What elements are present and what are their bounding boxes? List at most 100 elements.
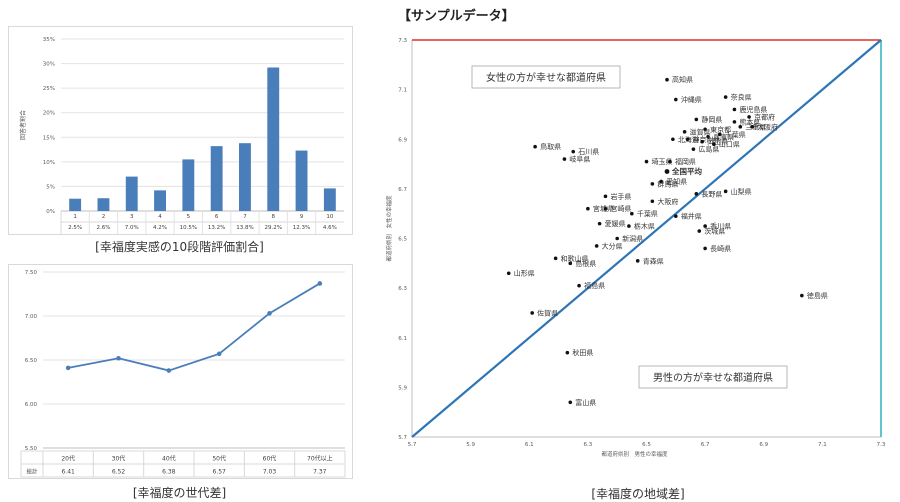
x-tick-label: 6.5 — [642, 442, 651, 448]
y-axis-label: 都道府県別 女性の幸福度 — [385, 195, 393, 262]
data-point — [706, 134, 710, 139]
point-label: 奈良県 — [731, 93, 752, 102]
x-axis-label: 都道府県別 男性の幸福度 — [601, 450, 668, 458]
data-label: 6.41 — [61, 469, 75, 476]
point-label: 兵庫県 — [713, 132, 734, 141]
rating-distribution-chart: 0% 5% 10% 15% 20% 25% 30% 35% 回答者割合 1 2.5% 2 2.6% 3 7.… — [19, 37, 344, 234]
data-point — [166, 368, 172, 373]
point-label: 神奈川県 — [693, 135, 721, 144]
point-label: 和歌山県 — [561, 254, 589, 263]
x-tick-label: 20代 — [61, 455, 75, 463]
data-label: 29.2% — [265, 225, 282, 231]
data-point — [691, 147, 696, 151]
data-point — [697, 229, 702, 233]
y-tick-label: 25% — [43, 86, 55, 92]
bar — [210, 146, 223, 211]
data-point — [694, 192, 699, 196]
x-tick-label: 4 — [158, 214, 162, 220]
data-point — [644, 159, 649, 164]
x-tick-label: 3 — [130, 214, 134, 220]
bar — [239, 143, 251, 211]
bar — [295, 150, 308, 211]
region-scatter-chart: 5.75.7 5.9 5.9 6.1 6.1 6.3 6.3 6.5 6.5 6.7 6.7 6.9 6… — [385, 38, 886, 458]
x-tick-label: 70代以上 — [307, 455, 333, 463]
y-tick-label: 6.50 — [25, 358, 38, 364]
annotation-men-happier: 男性の方が幸せな都道府県 — [653, 371, 773, 384]
data-point — [659, 179, 663, 184]
point-label: 栃木県 — [634, 222, 655, 231]
point-label: 愛知県 — [666, 177, 687, 186]
data-label: 4.6% — [323, 225, 337, 231]
bar — [69, 198, 82, 211]
point-label: 茨城県 — [704, 227, 725, 236]
data-point — [594, 244, 599, 248]
data-point — [577, 283, 581, 288]
data-point — [685, 137, 690, 142]
point-label: 大阪府 — [757, 122, 778, 131]
y-tick-label: 6.1 — [398, 336, 407, 342]
point-label: 香川県 — [710, 222, 731, 231]
data-point — [723, 189, 728, 194]
series-name-label: 総計 — [26, 468, 38, 476]
data-point — [732, 120, 737, 124]
point-label: 滋賀県 — [690, 127, 711, 136]
y-tick-label: 30% — [43, 62, 55, 68]
rating-distribution-panel: 0% 5% 10% 15% 20% 25% 30% 35% 回答者割合 1 2.5% 2 2.6% 3 7.… — [8, 26, 353, 235]
region-panel: 5.7 5.7 5.9 5.9 6.1 6.1 6.3 6.3 6.5 6.5 6.7 6.7 6.9 6… — [383, 26, 893, 458]
data-point — [712, 142, 716, 147]
data-point — [530, 311, 534, 315]
bar — [182, 159, 195, 211]
point-label: 徳島県 — [807, 291, 828, 300]
data-point — [717, 132, 722, 137]
data-point — [664, 169, 670, 174]
data-point — [703, 127, 707, 132]
y-axis-label: 回答者割合 — [19, 110, 27, 140]
point-label: 佐賀県 — [537, 308, 558, 317]
data-label: 13.8% — [236, 225, 253, 231]
point-label: 石川県 — [578, 148, 599, 156]
data-point — [723, 95, 728, 99]
x-tick-label: 40代 — [162, 455, 176, 463]
data-point — [627, 224, 631, 228]
data-point — [65, 365, 71, 371]
data-point — [665, 77, 669, 82]
data-point — [116, 355, 121, 361]
data-point — [635, 259, 640, 263]
point-label: 三重県 — [745, 123, 766, 131]
point-label: 福岡県 — [675, 157, 696, 166]
data-point — [216, 351, 222, 357]
point-label: 山口県 — [719, 140, 740, 149]
point-label: 静岡県 — [701, 115, 722, 124]
series-line — [67, 282, 321, 372]
y-tick-label: 6.9 — [398, 137, 407, 143]
y-tick-label: 20% — [43, 111, 55, 117]
annotation-women-happier: 女性の方が幸せな都道府県 — [486, 71, 606, 84]
point-label: 全国平均 — [671, 166, 702, 176]
data-point — [732, 107, 737, 112]
x-tick-label: 6.7 — [701, 442, 710, 448]
point-label: 岡山県 — [707, 137, 728, 146]
point-label: 群馬県 — [657, 179, 678, 188]
x-tick-label: 6.3 — [584, 442, 593, 448]
x-tick-label: 1 — [73, 214, 77, 220]
point-label: 千葉県 — [725, 130, 746, 139]
data-point — [267, 311, 272, 316]
generation-caption: [幸福度の世代差] — [132, 486, 227, 500]
point-label: 島根県 — [575, 259, 596, 268]
data-point — [674, 214, 678, 218]
data-point — [615, 236, 619, 241]
data-label: 6.52 — [112, 469, 126, 476]
data-label: 10.5% — [180, 225, 197, 231]
x-tick-label: 10 — [326, 214, 333, 220]
y-tick-label: 5.50 — [25, 446, 38, 452]
point-label: 秋田県 — [572, 348, 593, 357]
x-tick-label: 6.1 — [525, 442, 534, 448]
annotation-box — [471, 65, 621, 89]
data-point — [317, 281, 323, 286]
data-point — [671, 137, 675, 142]
point-label: 埼玉県 — [652, 157, 673, 166]
data-point — [703, 224, 707, 228]
point-label: 広島県 — [698, 145, 719, 154]
data-point — [668, 159, 672, 164]
point-label: 山梨県 — [731, 187, 752, 196]
